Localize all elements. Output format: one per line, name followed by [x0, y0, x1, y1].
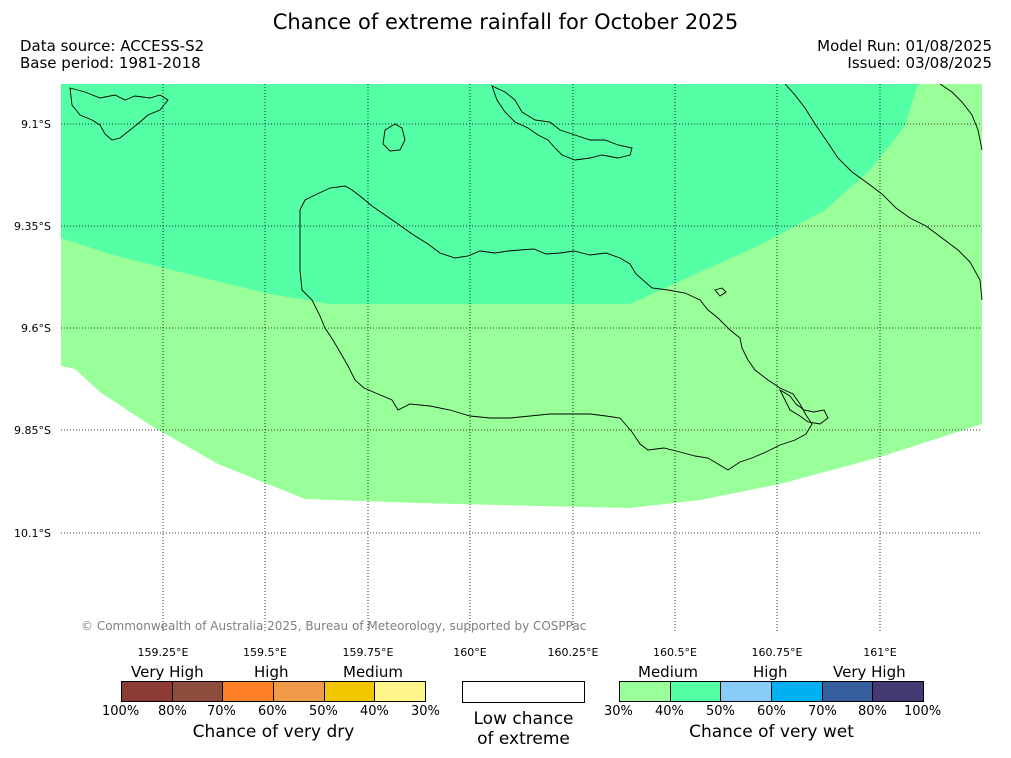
legend-dry-pct: 30%	[411, 704, 440, 719]
legend-neutral-line: of extreme	[477, 729, 570, 749]
legend-dry-title: Chance of very dry	[192, 722, 355, 742]
lat-label: 9.1°S	[21, 118, 51, 131]
legend-wet-pct: 60%	[757, 704, 786, 719]
lat-label: 9.85°S	[14, 424, 51, 437]
legend-dry-pct: 80%	[158, 704, 187, 719]
legend-wet-title: Chance of very wet	[689, 722, 854, 742]
model-run-text: Model Run: 01/08/2025	[817, 37, 992, 55]
header-right: Model Run: 01/08/2025 Issued: 03/08/2025	[817, 38, 992, 72]
lat-label: 10.1°S	[14, 527, 51, 540]
legend-dry-pct: 50%	[309, 704, 338, 719]
legend-dry-pct: 40%	[360, 704, 389, 719]
legend-dry-pct: 70%	[207, 704, 236, 719]
legend-wet-pct: 80%	[858, 704, 887, 719]
swatch	[822, 682, 874, 701]
legend-wet-swatches	[619, 681, 924, 702]
lon-label: 160.25°E	[548, 646, 599, 659]
swatch	[670, 682, 722, 701]
issued-text: Issued: 03/08/2025	[847, 54, 992, 72]
copyright-text: © Commonwealth of Australia 2025, Bureau…	[81, 619, 587, 633]
coastlines	[69, 83, 983, 471]
legend-dry-cat: Medium	[343, 663, 403, 681]
legend-wet-pct: 50%	[706, 704, 735, 719]
coastline-florida-islands	[491, 85, 633, 161]
coastline-savo	[382, 123, 406, 152]
base-period-text: Base period: 1981-2018	[20, 54, 201, 72]
lon-label: 160.5°E	[653, 646, 697, 659]
legend-wet-pct: 30%	[604, 704, 633, 719]
swatch	[324, 682, 376, 701]
swatch	[620, 682, 671, 701]
legend-neutral-line: Low chance	[473, 709, 574, 729]
coastline-malaita	[784, 83, 983, 301]
swatch	[274, 682, 325, 701]
lon-label: 160°E	[453, 646, 486, 659]
lon-label: 159.5°E	[243, 646, 287, 659]
swatch	[172, 682, 224, 701]
legend-wet-pct: 70%	[808, 704, 837, 719]
legend-wet-pct: 100%	[904, 704, 942, 719]
swatch	[772, 682, 823, 701]
lat-gridlines	[61, 123, 982, 534]
legend-wet-cat: High	[753, 663, 788, 681]
legend-wet-cat: Very High	[833, 663, 906, 681]
legend-dry: Very High High Medium 100% 80% 70% 60% 5…	[102, 663, 440, 742]
lon-label: 159.75°E	[343, 646, 394, 659]
swatch	[462, 681, 585, 703]
swatch	[375, 682, 426, 701]
swatch	[721, 682, 773, 701]
swatch	[122, 682, 173, 701]
legend-neutral: Low chance of extreme	[462, 681, 585, 749]
coastline-guadalcanal	[299, 185, 813, 471]
legend-wet-cat: Medium	[638, 663, 698, 681]
coastline-marau	[778, 388, 829, 425]
legend-wet: Medium High Very High 30% 40% 50% 60% 70…	[604, 663, 941, 742]
lon-label: 159.25°E	[138, 646, 189, 659]
legend-wet-pct: 40%	[655, 704, 684, 719]
lat-label: 9.6°S	[21, 322, 51, 335]
lon-label: 161°E	[863, 646, 896, 659]
legend-dry-pct: 60%	[258, 704, 287, 719]
swatch	[223, 682, 275, 701]
lat-label: 9.35°S	[14, 220, 51, 233]
legend-dry-pct: 100%	[102, 704, 140, 719]
legend-dry-cat: High	[254, 663, 289, 681]
lon-label: 160.75°E	[752, 646, 803, 659]
coastline-nw-islands	[69, 87, 169, 141]
legend-dry-cat: Very High	[131, 663, 204, 681]
legend-neutral-text: Low chance of extreme	[462, 709, 585, 749]
legend-dry-swatches	[121, 681, 426, 702]
header-left: Data source: ACCESS-S2 Base period: 1981…	[20, 38, 204, 72]
coastline-islet	[714, 287, 727, 297]
data-source-text: Data source: ACCESS-S2	[20, 37, 205, 55]
region-wet-high	[61, 84, 918, 304]
swatch	[873, 682, 924, 701]
map-title: Chance of extreme rainfall for October 2…	[272, 10, 739, 34]
